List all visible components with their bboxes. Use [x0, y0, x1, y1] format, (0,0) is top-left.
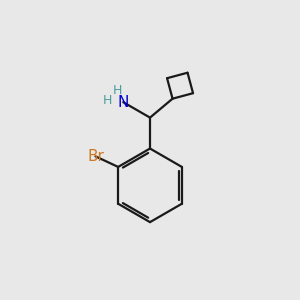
Text: N: N	[118, 95, 129, 110]
Text: H: H	[113, 85, 123, 98]
Text: Br: Br	[88, 149, 104, 164]
Text: H: H	[103, 94, 112, 107]
